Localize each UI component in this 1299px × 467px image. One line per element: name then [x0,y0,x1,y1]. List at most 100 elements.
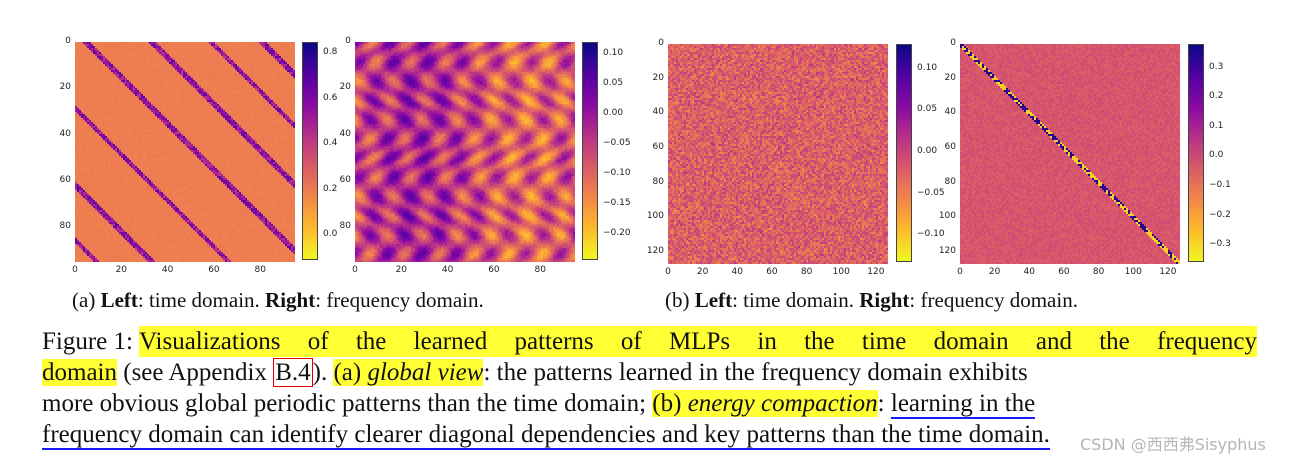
x-tick-label: 100 [1124,267,1142,277]
figure-caption: Figure 1: Visualizations of the learned … [42,326,1257,450]
colorbar-b-left [896,44,912,262]
colorbar-tick-label: 0.00 [917,146,938,156]
colorbar-tick-label: −0.05 [603,138,631,148]
colorbar-b-left-gradient [897,45,911,261]
x-tick-label: 80 [800,267,813,277]
colorbar-tick-label: 0.10 [603,48,624,58]
figure-label: Figure 1: [42,328,133,355]
watermark: CSDN @西西弗Sisyphus [1080,435,1266,454]
heatmap-a-right-plot [355,42,575,262]
x-tick-label: 60 [1058,267,1070,277]
x-tick-label: 0 [957,267,963,277]
y-tick-label: 120 [646,245,664,256]
subcaption-b-prefix: (b) [665,288,695,312]
x-tick-label: 20 [988,267,1001,277]
subcaption-b-right-bold: Right [859,288,910,312]
y-tick-label: 40 [59,128,71,139]
colorbar-tick-label: −0.3 [1209,239,1231,250]
caption-after-ref: ). [312,359,334,386]
colorbar-a-left [302,42,318,260]
heatmap-a-right-canvas [355,42,575,262]
caption-highlight-1: Visualizations of the learned patterns o… [138,326,1257,357]
caption-see-text: (see Appendix [117,359,274,386]
caption-highlight-b: (b) energy compaction [652,390,878,417]
y-tick-label: 20 [59,82,71,93]
x-tick-label: 0 [665,267,671,277]
y-tick-label: 0 [950,38,956,48]
colorbar-tick-label: 0.1 [1209,120,1224,131]
appendix-ref-link[interactable]: B.4 [273,358,313,387]
x-tick-label: 40 [1023,267,1035,277]
caption-underline-3: learning in the [890,390,1036,419]
y-tick-label: 20 [339,82,351,93]
subcaption-a-right-bold: Right [265,288,316,312]
y-tick-label: 40 [652,107,664,118]
colorbar-tick-label: −0.10 [603,168,631,178]
colorbar-tick-label: 0.2 [323,183,338,194]
caption-line3-text: more obvious global periodic patterns th… [42,390,653,417]
y-tick-label: 40 [339,128,351,139]
caption-line-3: more obvious global periodic patterns th… [42,388,1257,419]
colorbar-tick-label: −0.2 [1209,209,1231,220]
colorbar-a-right-gradient [583,43,597,259]
colorbar-tick-label: 0.3 [1209,61,1224,72]
x-tick-label: 0 [72,265,78,275]
heatmap-b-right-plot [960,44,1180,264]
subcaption-b-right-text: : frequency domain. [909,288,1078,312]
caption-line-4: frequency domain can identify clearer di… [42,419,1257,450]
x-tick-label: 20 [115,265,128,275]
subcaption-a-right-text: : frequency domain. [315,288,484,312]
caption-underline-4: frequency domain can identify clearer di… [42,421,1050,450]
colorbar-tick-label: 0.0 [1209,150,1224,161]
colorbar-tick-label: 0.00 [603,108,624,118]
colorbar-tick-label: 0.8 [323,47,338,58]
y-tick-label: 0 [65,36,71,46]
heatmap-a-left-plot [75,42,295,262]
colorbar-a-left-gradient [303,43,317,259]
x-tick-label: 120 [867,267,885,277]
colorbar-a-right [582,42,598,260]
x-tick-label: 20 [696,267,709,277]
x-tick-label: 100 [832,267,850,277]
y-tick-label: 60 [652,141,664,152]
y-tick-label: 80 [652,176,664,187]
x-tick-label: 40 [161,265,174,275]
caption-energy-compaction: energy compaction [687,390,878,417]
colorbar-tick-label: −0.10 [917,229,945,240]
subcaption-a-left-text: : time domain. [137,288,266,312]
x-tick-label: 40 [731,267,743,277]
y-tick-label: 0 [658,38,664,48]
subcaption-a: (a) Left: time domain. Right: frequency … [72,288,484,313]
subcaption-b-left-bold: Left [694,288,733,312]
colorbar-tick-label: 0.4 [323,138,338,149]
caption-line-2: domain (see Appendix B.4). (a) global vi… [42,357,1257,388]
x-tick-label: 60 [766,267,778,277]
colorbar-tick-label: −0.1 [1209,180,1231,191]
x-tick-label: 80 [534,265,546,275]
x-tick-label: 60 [488,265,500,275]
x-tick-label: 120 [1159,267,1177,277]
caption-b-prefix: (b) [652,390,688,417]
caption-highlight-a: (a) global view [333,359,484,386]
caption-global-view: global view [367,359,484,386]
caption-line3-colon: : [877,390,891,417]
caption-line-1: Figure 1: Visualizations of the learned … [42,326,1257,357]
heatmap-b-left-plot [668,44,888,264]
y-tick-label: 80 [59,221,71,232]
subcaption-b: (b) Left: time domain. Right: frequency … [665,288,1078,313]
caption-text-a: : the patterns learned in the frequency … [483,359,1028,386]
x-tick-label: 0 [352,265,358,275]
x-tick-label: 80 [1092,267,1105,277]
y-tick-label: 0 [345,36,351,46]
colorbar-tick-label: 0.2 [1209,91,1224,102]
subcaption-b-left-text: : time domain. [732,288,860,312]
y-tick-label: 60 [944,141,956,152]
x-tick-label: 40 [441,265,454,275]
colorbar-tick-label: 0.0 [323,229,338,240]
y-tick-label: 60 [339,174,351,185]
y-tick-label: 40 [944,107,956,118]
colorbar-tick-label: 0.05 [917,104,938,115]
y-tick-label: 20 [652,72,664,83]
y-tick-label: 60 [59,174,71,185]
colorbar-b-right-gradient [1189,45,1203,261]
